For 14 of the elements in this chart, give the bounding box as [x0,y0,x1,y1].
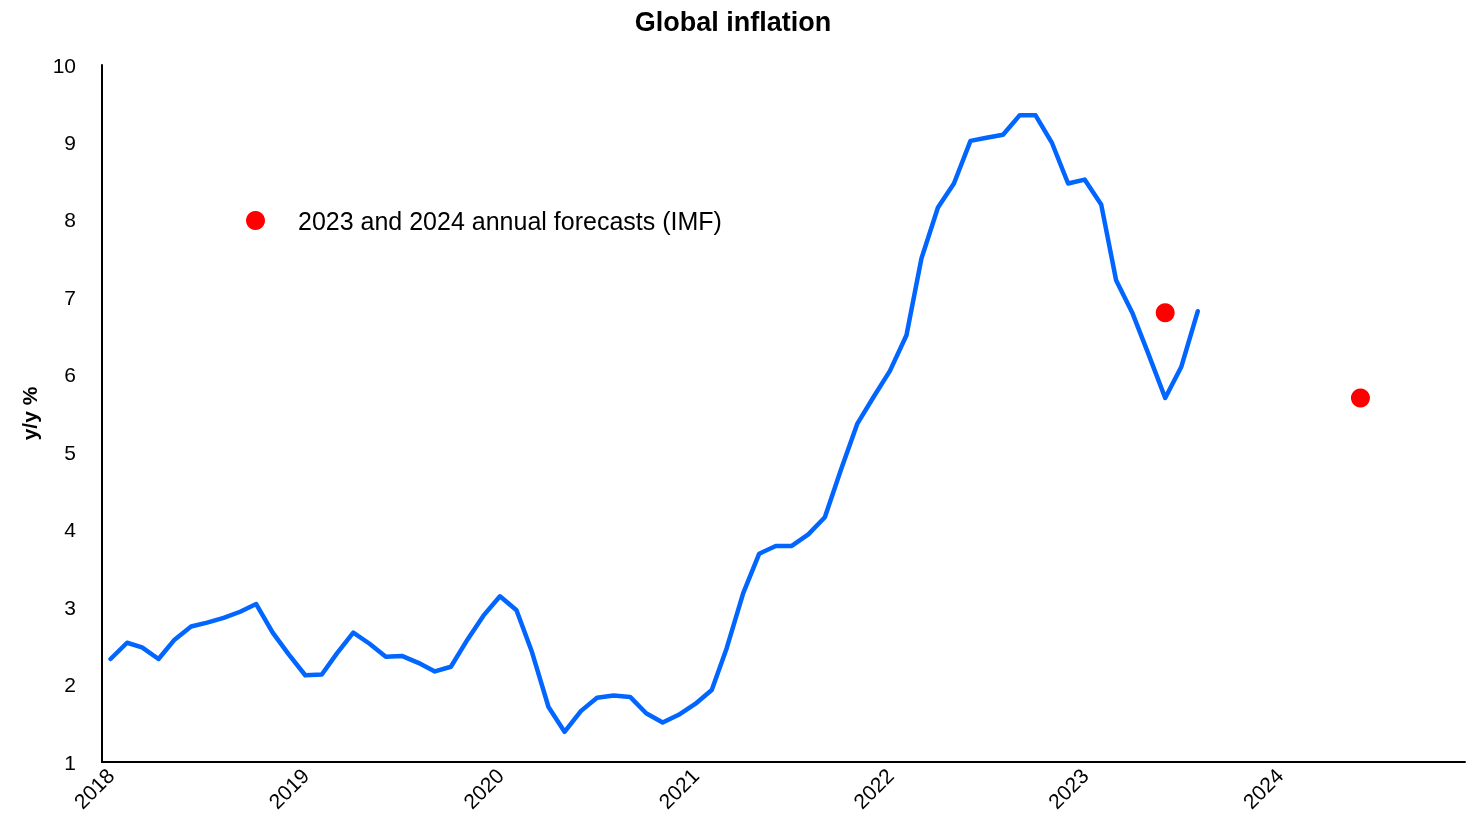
y-tick-label: 5 [64,440,76,464]
y-tick-label: 6 [64,363,76,387]
y-tick-label: 4 [64,518,77,542]
y-tick-label: 10 [52,53,76,77]
y-tick-label: 1 [64,750,76,774]
legend-label: 2023 and 2024 annual forecasts (IMF) [298,206,722,235]
y-tick-label: 8 [64,208,76,232]
y-tick-label: 2 [64,673,76,697]
y-axis-title: y/y % [18,386,41,441]
chart-title: Global inflation [634,6,832,37]
y-tick-label: 7 [64,285,76,309]
line-series [108,113,1200,735]
y-tick-label: 9 [64,130,76,154]
y-tick-label: 3 [64,595,76,619]
